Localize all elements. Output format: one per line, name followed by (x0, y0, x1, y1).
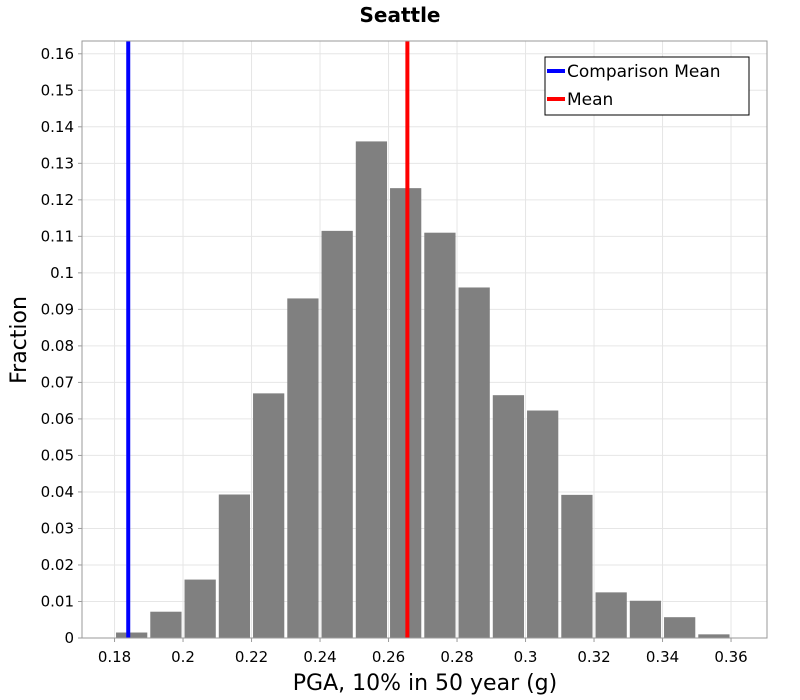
histogram-bar (355, 141, 388, 638)
histogram-bar (664, 617, 696, 638)
histogram-bars (116, 141, 730, 638)
histogram-bar (698, 634, 730, 638)
y-tick-label: 0.15 (41, 81, 74, 99)
y-tick-label: 0.14 (41, 118, 74, 136)
y-tick-label: 0.08 (41, 337, 74, 355)
x-tick-label: 0.26 (372, 648, 405, 666)
x-tick-label: 0.18 (98, 648, 131, 666)
y-tick-label: 0 (64, 629, 74, 647)
y-tick-label: 0.13 (41, 154, 74, 172)
histogram-bar (629, 600, 662, 638)
y-tick-label: 0.02 (41, 556, 74, 574)
histogram-bar (116, 632, 148, 638)
histogram-bar (184, 579, 216, 638)
y-tick-label: 0.16 (41, 45, 74, 63)
histogram-bar (150, 611, 182, 638)
y-tick-label: 0.11 (41, 227, 74, 245)
mean-lines (126, 41, 410, 638)
legend-label: Mean (567, 90, 613, 110)
histogram-bar (595, 592, 627, 638)
x-tick-label: 0.36 (714, 648, 747, 666)
y-tick-label: 0.05 (41, 446, 74, 464)
x-tick-label: 0.3 (514, 648, 538, 666)
y-axis-label: Fraction (7, 296, 32, 384)
y-tick-label: 0.06 (41, 410, 74, 428)
x-axis-ticks: 0.18 0.2 0.22 0.24 0.26 0.28 0.3 0.32 0.34 0.36 (98, 638, 748, 666)
plot-area (81, 40, 768, 639)
legend: Comparison Mean Mean (544, 56, 750, 116)
histogram-bar (561, 494, 593, 638)
histogram-bar (253, 393, 285, 638)
histogram-bar (218, 494, 251, 638)
x-tick-label: 0.28 (440, 648, 473, 666)
legend-label: Comparison Mean (567, 62, 721, 82)
y-tick-label: 0.01 (41, 592, 74, 610)
x-axis-label: PGA, 10% in 50 year (g) (293, 671, 557, 696)
histogram-bar (492, 395, 525, 638)
histogram-bar (424, 232, 456, 638)
x-tick-label: 0.2 (171, 648, 195, 666)
y-tick-label: 0.12 (41, 191, 74, 209)
y-tick-label: 0.1 (50, 264, 74, 282)
y-tick-label: 0.03 (41, 519, 74, 537)
histogram-bar (527, 410, 559, 638)
histogram-bar (321, 230, 353, 638)
grid-lines (82, 41, 767, 639)
y-tick-label: 0.04 (41, 483, 74, 501)
x-tick-label: 0.22 (235, 648, 268, 666)
histogram-bar (287, 298, 319, 638)
x-tick-label: 0.34 (646, 648, 679, 666)
legend-box (544, 56, 750, 116)
y-tick-label: 0.07 (41, 373, 74, 391)
chart-title: Seattle (359, 3, 440, 27)
x-tick-label: 0.32 (577, 648, 610, 666)
y-tick-label: 0.09 (41, 300, 74, 318)
y-axis-ticks: 0 0.01 0.02 0.03 0.04 0.05 0.06 0.07 0.08 0.09 0.1… (41, 45, 82, 647)
histogram-bar (458, 287, 490, 638)
x-tick-label: 0.24 (303, 648, 336, 666)
